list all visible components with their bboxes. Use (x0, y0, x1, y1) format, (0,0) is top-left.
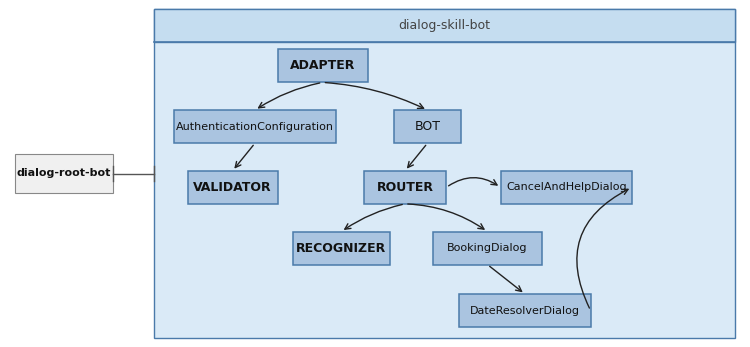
Text: dialog-skill-bot: dialog-skill-bot (398, 19, 490, 32)
FancyBboxPatch shape (433, 232, 542, 265)
Text: ROUTER: ROUTER (376, 181, 433, 194)
FancyBboxPatch shape (175, 110, 336, 143)
Text: ADAPTER: ADAPTER (290, 59, 356, 73)
FancyBboxPatch shape (364, 171, 446, 204)
Text: AuthenticationConfiguration: AuthenticationConfiguration (176, 122, 334, 132)
Text: DateResolverDialog: DateResolverDialog (470, 306, 580, 315)
FancyBboxPatch shape (292, 232, 390, 265)
FancyBboxPatch shape (278, 50, 368, 82)
FancyBboxPatch shape (154, 9, 735, 338)
FancyBboxPatch shape (188, 171, 278, 204)
FancyBboxPatch shape (459, 294, 590, 327)
Text: BookingDialog: BookingDialog (447, 243, 528, 253)
Text: dialog-root-bot: dialog-root-bot (16, 169, 111, 178)
FancyBboxPatch shape (501, 171, 632, 204)
FancyBboxPatch shape (394, 110, 461, 143)
FancyBboxPatch shape (15, 154, 112, 193)
Text: RECOGNIZER: RECOGNIZER (296, 242, 386, 255)
Text: BOT: BOT (415, 120, 440, 133)
Text: VALIDATOR: VALIDATOR (194, 181, 272, 194)
Text: CancelAndHelpDialog: CancelAndHelpDialog (506, 183, 626, 192)
FancyBboxPatch shape (154, 9, 735, 42)
